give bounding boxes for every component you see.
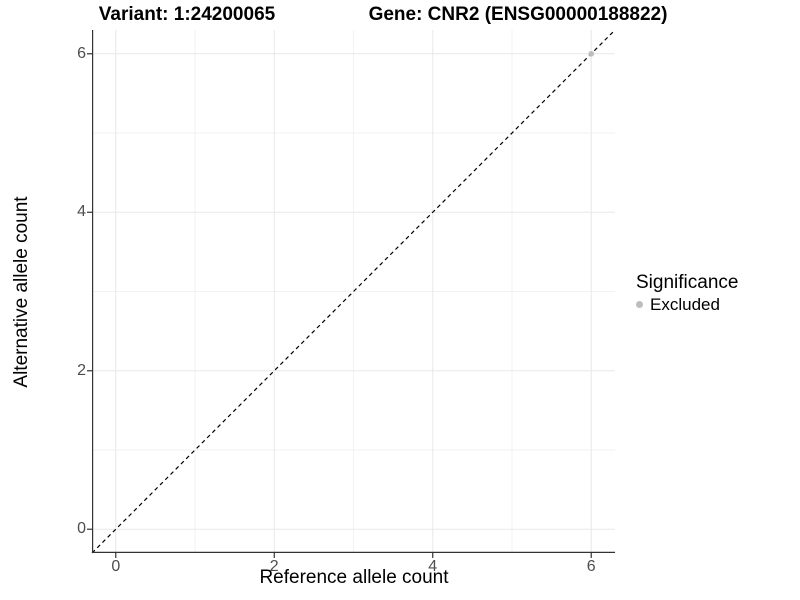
legend-title: Significance [636, 272, 739, 293]
x-tick-label: 6 [586, 558, 596, 575]
plot-canvas [87, 29, 616, 558]
legend-point-icon [636, 301, 643, 308]
plot-title-variant: Variant: 1:24200065 [98, 4, 276, 25]
x-axis-title: Reference allele count [259, 567, 449, 588]
x-tick-label: 4 [428, 558, 438, 575]
plot-title-gene: Gene: CNR2 (ENSG00000188822) [368, 4, 668, 25]
identity-dashed-line [91, 29, 616, 554]
plot-panel [87, 29, 616, 558]
data-point [588, 50, 595, 57]
y-tick-label: 4 [77, 203, 86, 221]
legend-item-label: Excluded [650, 294, 720, 314]
legend: Significance Excluded [636, 271, 738, 315]
legend-item-excluded: Excluded [636, 294, 738, 315]
x-tick-label: 2 [269, 558, 279, 575]
y-tick-label: 2 [77, 361, 86, 379]
y-tick-label: 6 [77, 44, 86, 62]
x-tick-label: 0 [111, 558, 121, 575]
y-axis-title: Alternative allele count [11, 196, 32, 388]
y-tick-label: 0 [77, 520, 86, 538]
